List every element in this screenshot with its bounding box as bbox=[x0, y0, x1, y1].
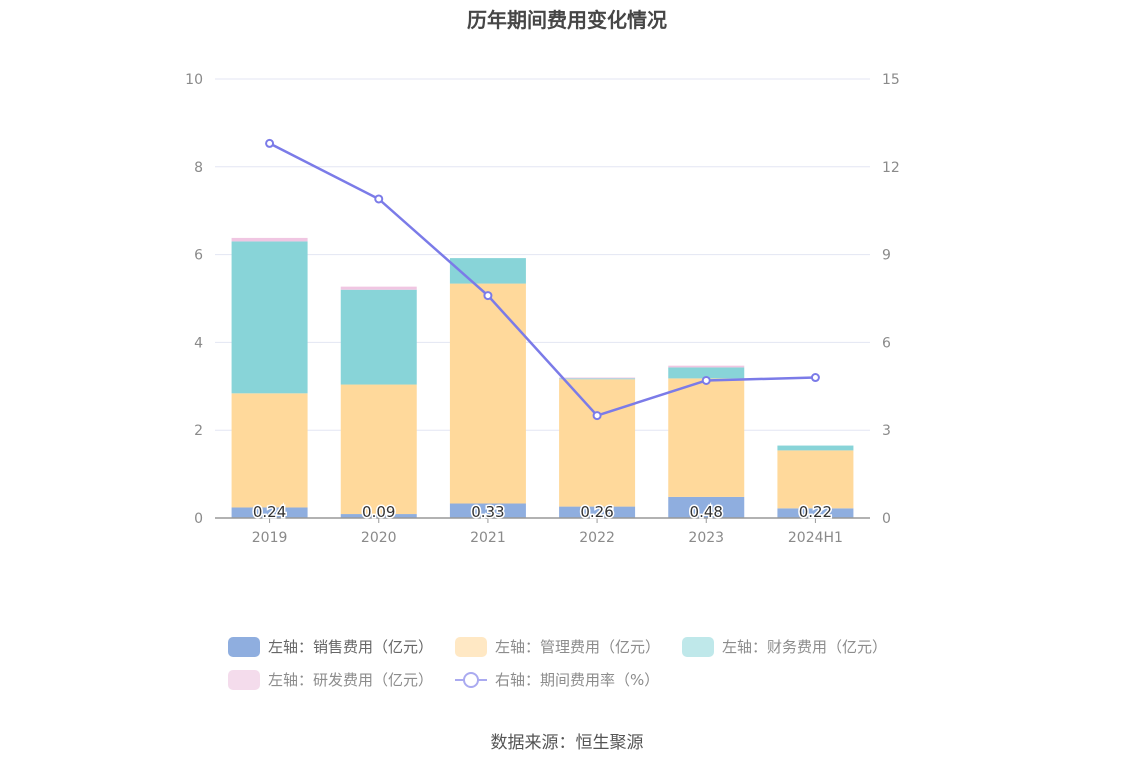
series-point bbox=[265, 138, 275, 148]
bar-segment bbox=[340, 514, 417, 518]
x-tick-label: 2023 bbox=[688, 530, 724, 546]
bar-segment bbox=[777, 445, 854, 451]
legend-swatch-icon bbox=[228, 669, 260, 690]
bar-segment bbox=[668, 367, 745, 379]
chart-legend: 左轴：销售费用（亿元） 左轴：管理费用（亿元） 左轴：财务费用（亿元） 左轴：研发费… bbox=[228, 630, 928, 696]
bar-segment bbox=[231, 507, 308, 518]
series-line bbox=[269, 142, 816, 418]
bar-segment bbox=[559, 377, 636, 379]
x-tick-label: 2020 bbox=[361, 530, 397, 546]
legend-row: 左轴：研发费用（亿元） 右轴：期间费用率（%） bbox=[228, 663, 928, 696]
bar-segment bbox=[668, 365, 745, 368]
x-tick-label: 2019 bbox=[252, 530, 288, 546]
chart-title: 历年期间费用变化情况 bbox=[467, 8, 667, 32]
bar-segment bbox=[449, 283, 526, 504]
data-label: 0.24 bbox=[253, 503, 286, 521]
legend-row: 左轴：销售费用（亿元） 左轴：管理费用（亿元） 左轴：财务费用（亿元） bbox=[228, 630, 928, 663]
legend-item[interactable]: 左轴：研发费用（亿元） bbox=[228, 669, 433, 690]
y-right-tick-label: 9 bbox=[882, 248, 891, 264]
bar-segment bbox=[449, 258, 526, 284]
bar-segment bbox=[559, 379, 636, 507]
series-point bbox=[701, 375, 711, 385]
bar-segment bbox=[340, 286, 417, 290]
legend-item[interactable]: 左轴：管理费用（亿元） bbox=[455, 636, 660, 657]
bar-segment bbox=[231, 241, 308, 394]
bar-segment bbox=[777, 450, 854, 509]
bar-segment bbox=[559, 378, 636, 380]
legend-label: 左轴：研发费用（亿元） bbox=[268, 671, 434, 689]
legend-label: 左轴：管理费用（亿元） bbox=[495, 638, 661, 656]
y-left-tick-label: 8 bbox=[194, 160, 203, 176]
data-label: 0.26 bbox=[580, 503, 613, 521]
y-left-tick-label: 6 bbox=[194, 248, 203, 264]
legend-label: 左轴：财务费用（亿元） bbox=[722, 638, 888, 656]
legend-swatch-icon bbox=[455, 670, 488, 690]
legend-swatch-icon bbox=[228, 636, 260, 657]
bar-segment bbox=[340, 384, 417, 515]
y-left-tick-label: 4 bbox=[194, 335, 203, 351]
bar-segment bbox=[231, 237, 308, 242]
y-right-tick-label: 15 bbox=[882, 72, 900, 88]
data-label: 0.33 bbox=[471, 503, 504, 521]
y-right-tick-label: 6 bbox=[882, 335, 891, 351]
data-label: 0.22 bbox=[799, 503, 832, 521]
y-right-tick-label: 0 bbox=[882, 511, 891, 527]
series-point bbox=[810, 373, 820, 383]
bar-segment bbox=[668, 378, 745, 497]
legend-label: 右轴：期间费用率（%） bbox=[495, 671, 660, 689]
bar-segment bbox=[777, 508, 854, 518]
data-label: 0.09 bbox=[362, 503, 395, 521]
y-left-tick-label: 10 bbox=[185, 72, 203, 88]
y-right-tick-label: 3 bbox=[882, 423, 891, 439]
legend-swatch-icon bbox=[455, 636, 488, 657]
legend-item[interactable]: 右轴：期间费用率（%） bbox=[455, 669, 659, 690]
bar-segment bbox=[449, 503, 526, 518]
legend-swatch-icon bbox=[682, 636, 715, 657]
bar-segment bbox=[340, 289, 417, 385]
bar-segment bbox=[668, 496, 745, 518]
legend-item[interactable]: 左轴：销售费用（亿元） bbox=[228, 636, 433, 657]
x-tick-label: 2022 bbox=[579, 530, 615, 546]
legend-label: 左轴：销售费用（亿元） bbox=[268, 638, 434, 656]
legend-item[interactable]: 左轴：财务费用（亿元） bbox=[682, 636, 887, 657]
bar-segment bbox=[231, 393, 308, 508]
data-label: 0.48 bbox=[690, 503, 723, 521]
series-point bbox=[374, 194, 384, 204]
data-source: 数据来源：恒生聚源 bbox=[490, 733, 644, 753]
y-left-tick-label: 0 bbox=[194, 511, 203, 527]
x-tick-label: 2024H1 bbox=[788, 530, 843, 546]
bar-segment bbox=[559, 506, 636, 518]
series-point bbox=[483, 291, 493, 301]
series-point bbox=[592, 411, 602, 421]
chart-plot: 0 2 4 6 8 10 0 3 6 9 12 15 2019 2020 2021 2022 2023 2024H… bbox=[185, 72, 900, 546]
y-left-tick-label: 2 bbox=[194, 423, 203, 439]
x-tick-label: 2021 bbox=[470, 530, 506, 546]
y-right-tick-label: 12 bbox=[882, 160, 900, 176]
